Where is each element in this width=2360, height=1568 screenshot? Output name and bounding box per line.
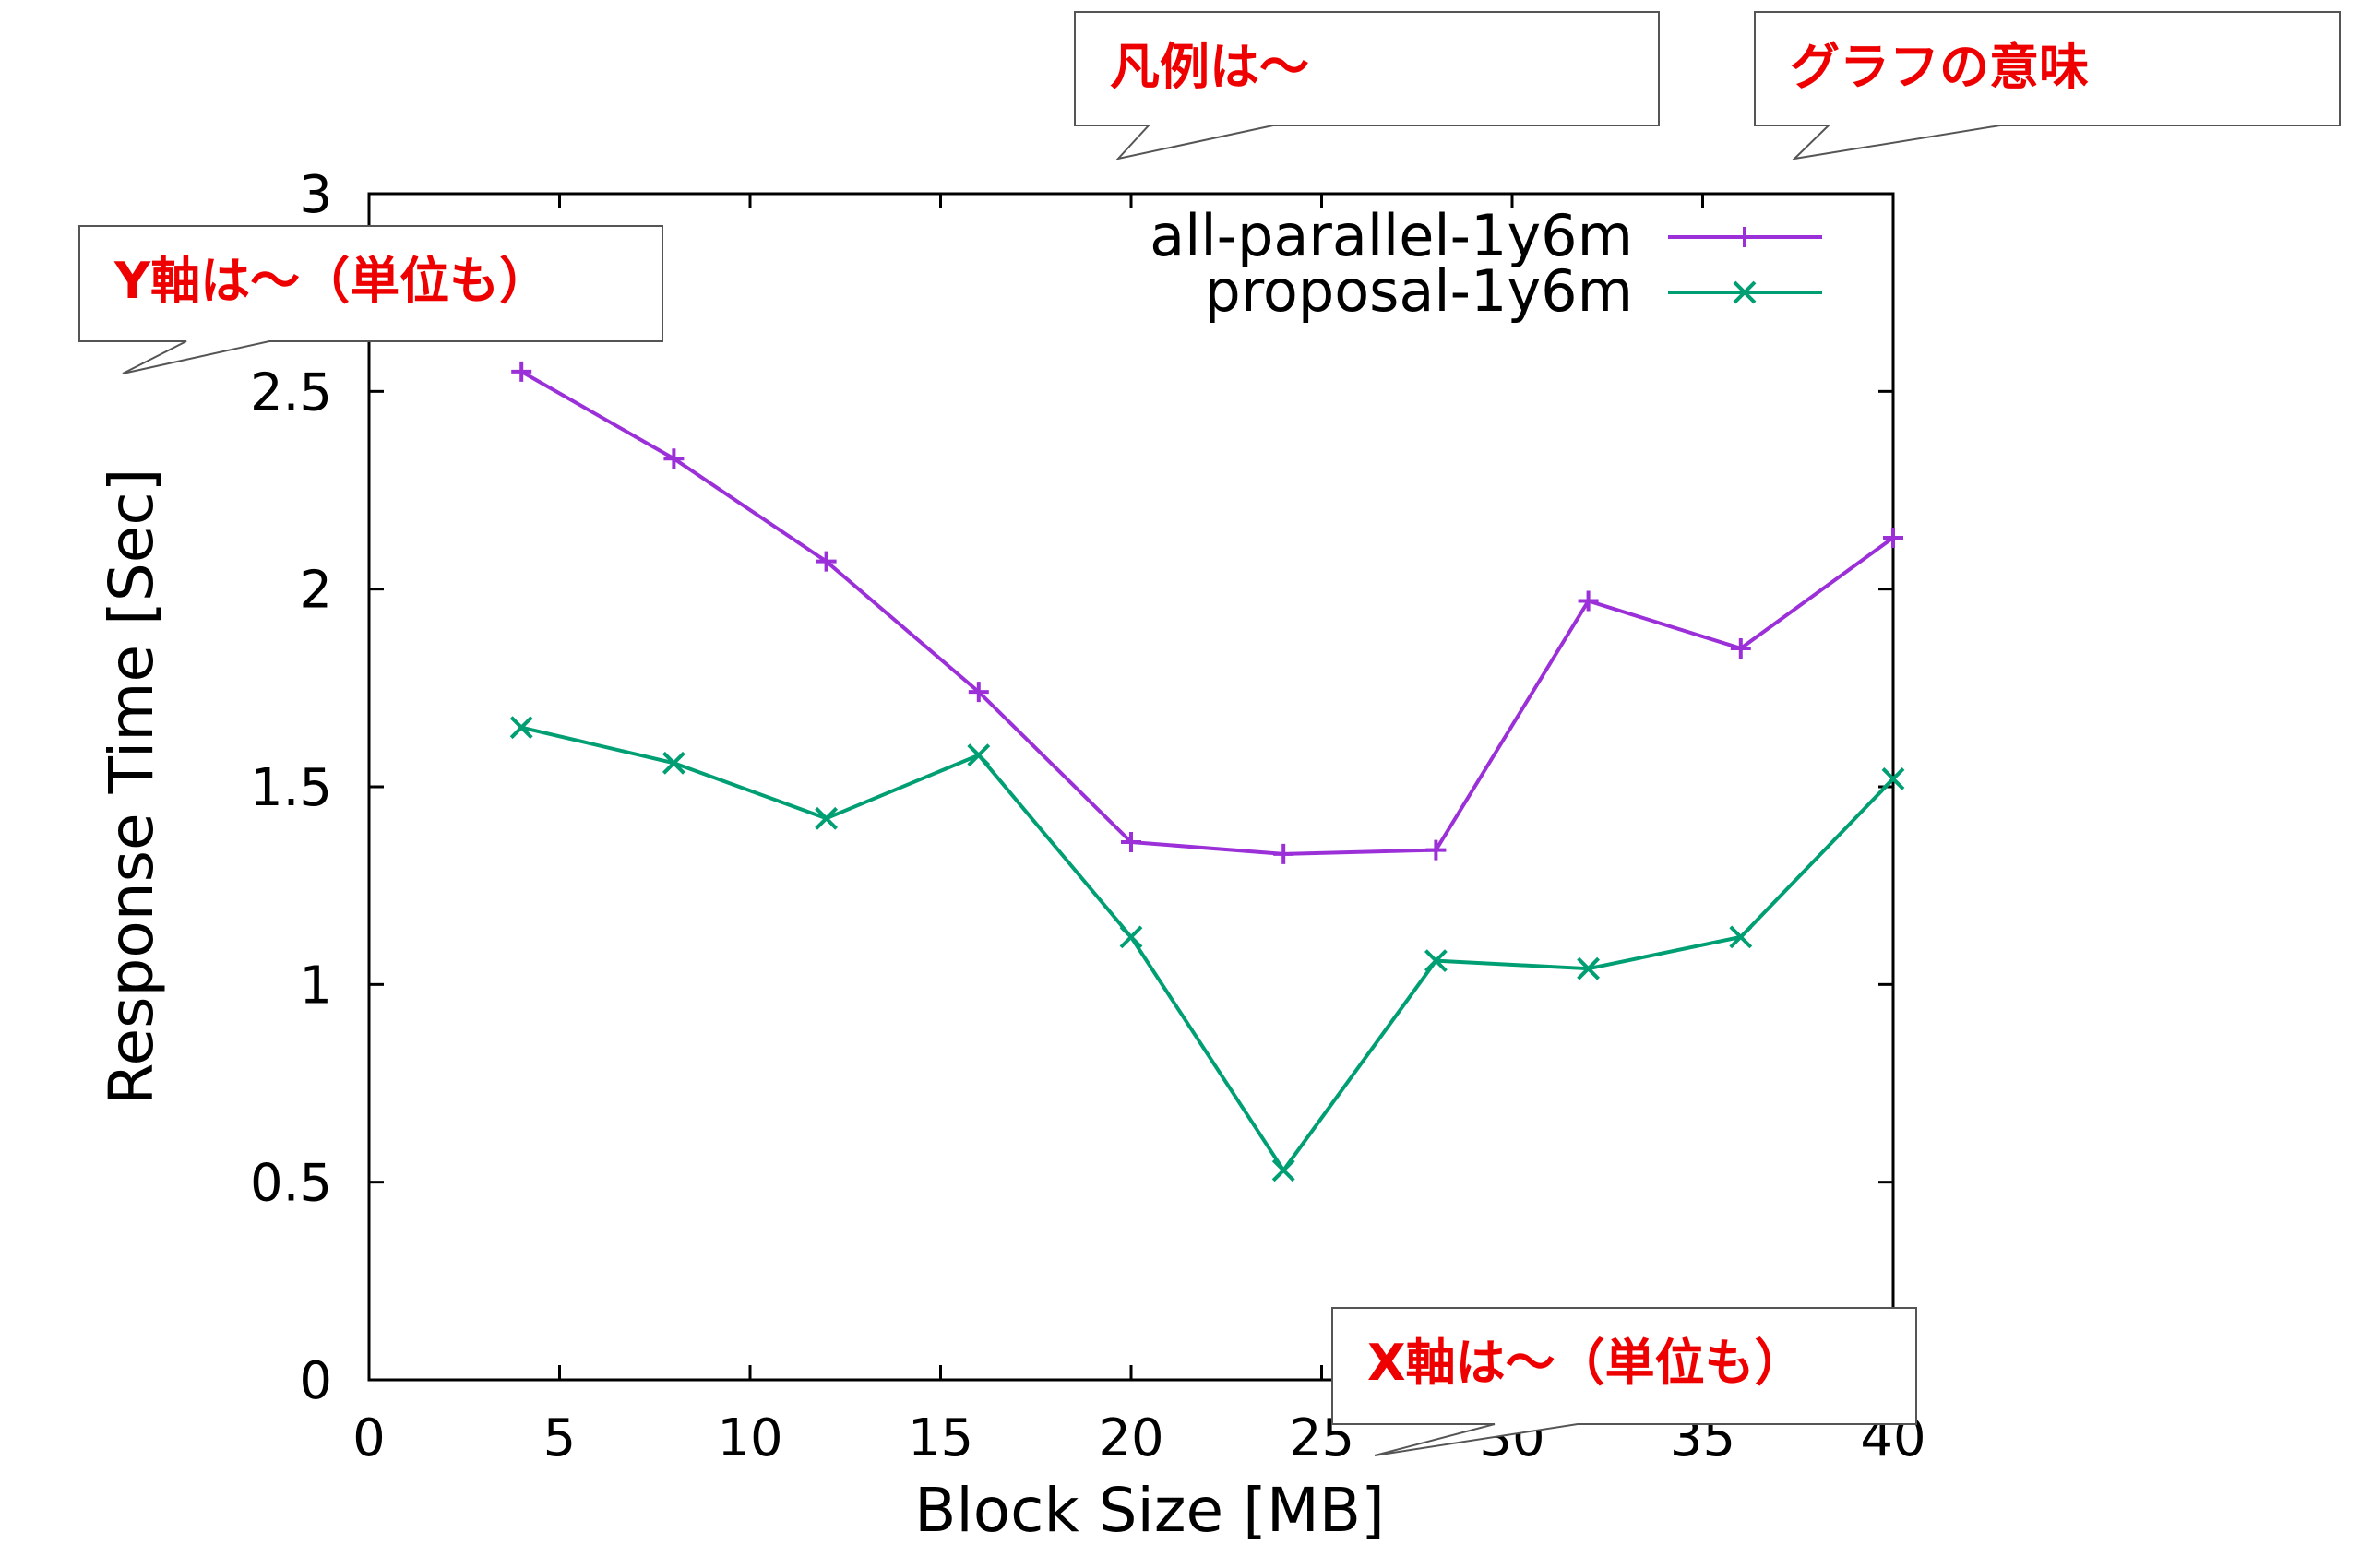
x-axis-label: Block Size [MB] (914, 1475, 1385, 1546)
data-point-series-2 (662, 751, 685, 775)
callout-legend: 凡例は〜 (1074, 11, 1660, 160)
callout-text: X軸は〜（単位も） (1367, 1334, 1805, 1392)
data-point-series-2 (967, 743, 991, 767)
y-axis-label: Response Time [Sec] (96, 469, 167, 1106)
callout-text: 凡例は〜 (1110, 38, 1309, 96)
y-tick-label: 1.5 (250, 758, 332, 818)
callout-bubble (1754, 11, 2341, 160)
y-tick-label: 1 (299, 956, 332, 1016)
callout-bubble (1074, 11, 1660, 160)
data-point-series-2 (815, 806, 839, 830)
series-line-2 (520, 725, 1895, 1172)
data-point-series-2 (1424, 949, 1448, 973)
y-tick-label: 2 (299, 561, 332, 621)
callout-text: グラフの意味 (1790, 38, 2089, 96)
y-tick-label: 2.5 (250, 362, 332, 422)
callout-bubble (78, 225, 663, 374)
callout-xaxis: X軸は〜（単位も） (1331, 1307, 1917, 1456)
series-line-1 (520, 370, 1895, 856)
callout-yaxis: Y軸は〜（単位も） (78, 225, 663, 374)
x-tick-label: 15 (908, 1408, 973, 1468)
data-point-series-1 (1121, 832, 1141, 853)
data-point-series-2 (509, 716, 533, 740)
legend-label-2: proposal-1y6m (1204, 257, 1633, 325)
data-point-series-2 (1119, 925, 1143, 949)
data-point-series-1 (663, 448, 685, 469)
x-tick-label: 5 (543, 1408, 577, 1468)
y-tick-label: 3 (299, 165, 332, 225)
data-point-series-1 (816, 551, 837, 572)
data-point-series-2 (1577, 956, 1601, 980)
y-tick-label: 0.5 (250, 1154, 332, 1214)
data-point-series-1 (1578, 590, 1599, 612)
data-point-series-1 (968, 682, 989, 703)
plot-frame (367, 192, 1895, 1382)
data-point-series-1 (1883, 527, 1903, 548)
x-tick-label: 10 (717, 1408, 782, 1468)
legend-label-1: all-parallel-1y6m (1150, 202, 1633, 269)
data-point-series-2 (1729, 925, 1753, 949)
callout-meaning: グラフの意味 (1754, 11, 2341, 160)
y-tick-label: 0 (299, 1351, 332, 1411)
data-point-series-1 (1730, 637, 1751, 659)
data-point-series-2 (1881, 767, 1905, 790)
x-tick-label: 0 (352, 1408, 386, 1468)
callouts: 凡例は〜 グラフの意味 Y軸は〜（単位も） X軸は〜（単位も） (78, 11, 2341, 1456)
data-point-series-1 (511, 361, 532, 382)
legend-marker-1 (1734, 227, 1755, 247)
callout-text: Y軸は〜（単位も） (113, 252, 549, 310)
data-point-series-1 (1425, 839, 1447, 861)
data-point-series-1 (1273, 843, 1294, 864)
legend-marker-2 (1733, 280, 1757, 304)
callout-bubble (1331, 1307, 1917, 1456)
x-tick-label: 20 (1098, 1408, 1163, 1468)
data-point-series-2 (1271, 1158, 1295, 1182)
